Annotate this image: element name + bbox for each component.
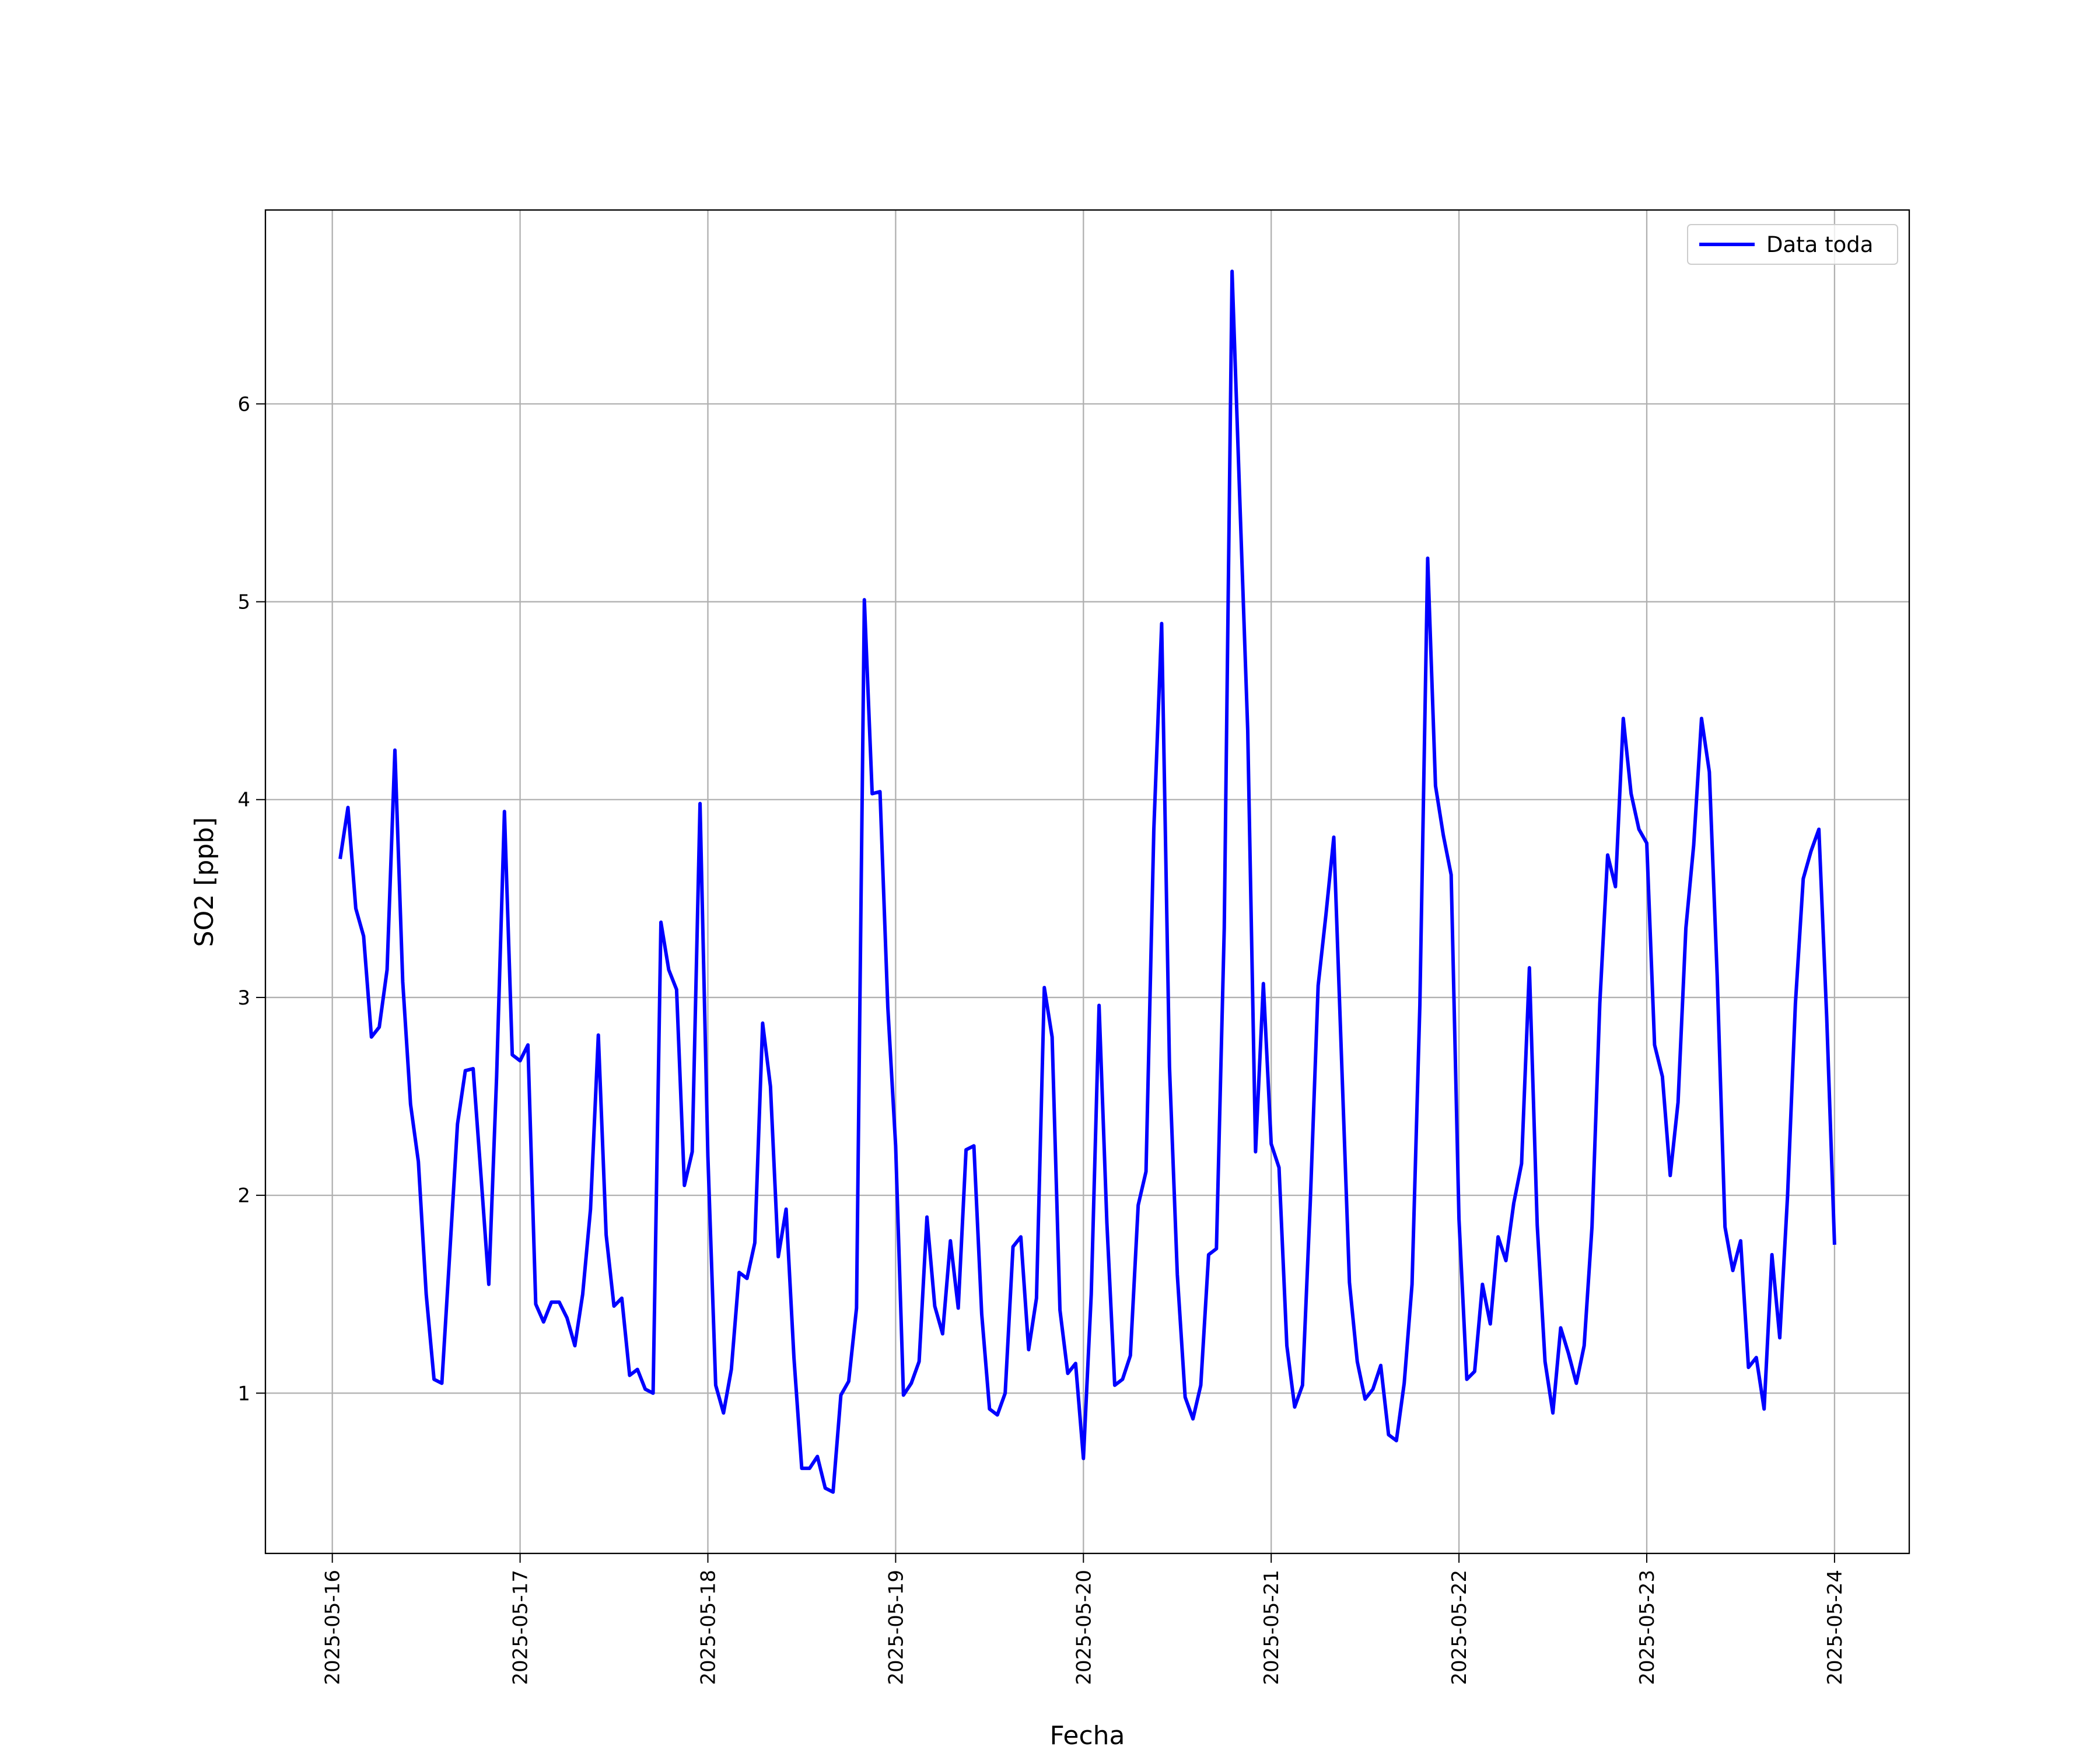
y-tick-label: 3 [237,986,250,1010]
x-tick-label: 2025-05-16 [321,1570,345,1685]
y-tick-label: 5 [237,591,250,614]
x-tick-label: 2025-05-18 [696,1570,720,1685]
x-axis-label: Fecha [1049,1721,1125,1750]
x-tick-label: 2025-05-19 [884,1570,908,1685]
x-tick-label: 2025-05-22 [1448,1570,1471,1685]
data-line [338,270,1836,1494]
legend-box [1687,224,1898,265]
x-tick-label: 2025-05-20 [1072,1570,1096,1685]
y-tick-label: 1 [237,1382,250,1405]
legend-label: Data toda [1766,232,1873,257]
y-tick-label: 6 [237,393,250,416]
plot-frame [264,209,1910,1555]
y-tick-label: 4 [237,789,250,812]
x-tick-label: 2025-05-24 [1824,1570,1847,1685]
y-axis-label: SO2 [ppb] [190,817,219,947]
y-tick-label: 2 [237,1184,250,1208]
x-tick-label: 2025-05-23 [1636,1570,1659,1685]
x-tick-label: 2025-05-17 [509,1570,533,1685]
x-tick-label: 2025-05-21 [1260,1570,1283,1685]
